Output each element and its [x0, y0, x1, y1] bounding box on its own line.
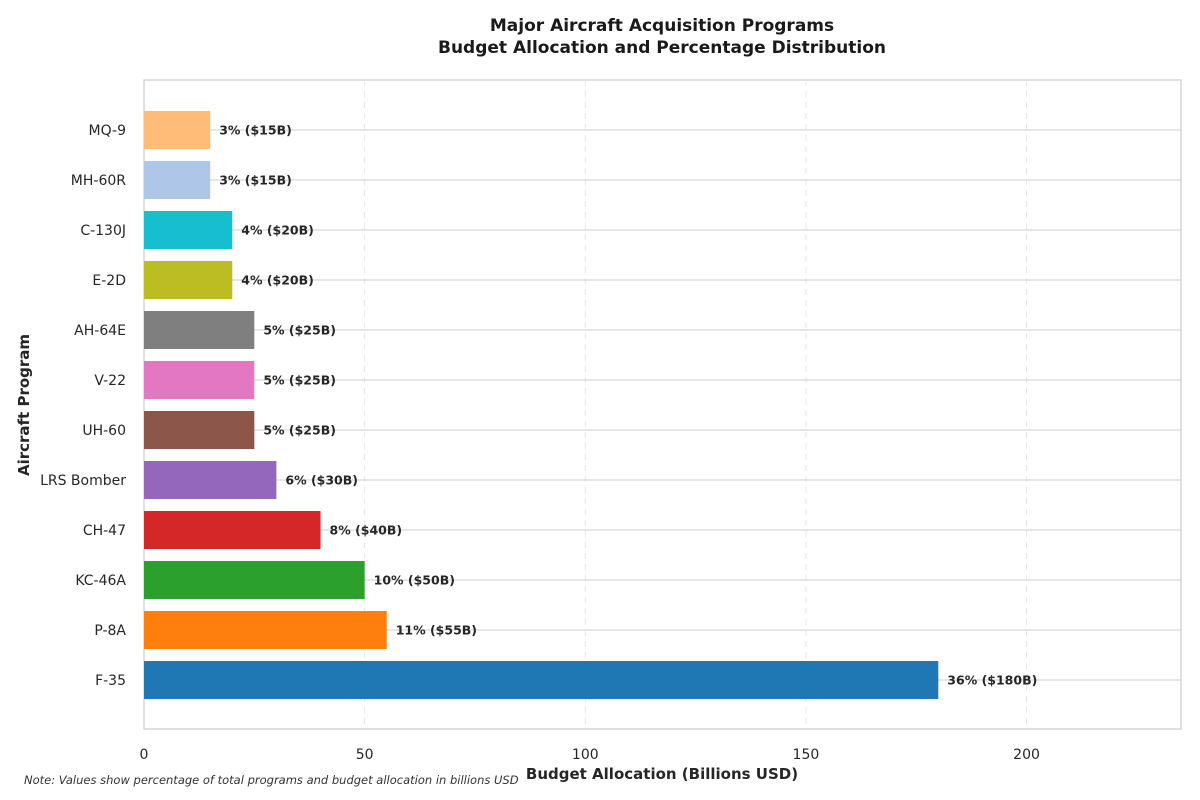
footnote: Note: Values show percentage of total pr… [24, 773, 519, 787]
bar [144, 211, 233, 249]
data-label: 6% ($30B) [285, 473, 358, 488]
chart-title-line-1: Major Aircraft Acquisition Programs [490, 16, 834, 36]
bar [144, 661, 939, 699]
y-tick-label: AH-64E [74, 323, 126, 339]
x-tick-label: 200 [1013, 747, 1040, 763]
y-tick-label: E-2D [92, 273, 126, 289]
y-tick-label: C-130J [80, 223, 126, 239]
y-tick-labels: MQ-9 MH-60R C-130J E-2D AH-64E V-22 UH-60 LRS B… [40, 123, 126, 689]
y-tick-label: V-22 [94, 373, 126, 389]
y-tick-label: F-35 [95, 673, 126, 689]
y-tick-label: UH-60 [82, 423, 126, 439]
y-tick-label: MQ-9 [89, 123, 126, 139]
bar [144, 461, 277, 499]
x-tick-label: 100 [572, 747, 599, 763]
bar [144, 411, 255, 449]
bar [144, 161, 211, 199]
bar [144, 611, 387, 649]
chart-title-line-2: Budget Allocation and Percentage Distrib… [438, 38, 886, 58]
y-tick-label: CH-47 [83, 523, 126, 539]
bar [144, 361, 255, 399]
bar [144, 111, 211, 149]
y-axis-label: Aircraft Program [15, 334, 33, 476]
data-label: 5% ($25B) [263, 373, 336, 388]
y-tick-label: P-8A [94, 623, 126, 639]
data-label: 10% ($50B) [374, 573, 455, 588]
data-label: 3% ($15B) [219, 173, 292, 188]
x-axis-label: Budget Allocation (Billions USD) [526, 765, 798, 783]
data-label: 8% ($40B) [330, 523, 403, 538]
data-label: 3% ($15B) [219, 123, 292, 138]
bar [144, 511, 321, 549]
y-tick-label: LRS Bomber [40, 473, 126, 489]
data-labels: 3% ($15B) 3% ($15B) 4% ($20B) 4% ($20B) 5% (… [219, 123, 1037, 688]
data-label: 4% ($20B) [241, 223, 314, 238]
x-tick-label: 150 [793, 747, 820, 763]
data-label: 11% ($55B) [396, 623, 477, 638]
bar [144, 311, 255, 349]
y-tick-label: MH-60R [71, 173, 126, 189]
bar [144, 561, 365, 599]
x-tick-labels: 0 50 100 150 200 [140, 747, 1040, 763]
data-label: 36% ($180B) [947, 673, 1037, 688]
bar [144, 261, 233, 299]
x-tick-label: 50 [356, 747, 374, 763]
data-label: 5% ($25B) [263, 323, 336, 338]
data-label: 4% ($20B) [241, 273, 314, 288]
bar-series [144, 111, 939, 699]
x-tick-label: 0 [140, 747, 149, 763]
y-tick-label: KC-46A [75, 573, 126, 589]
chart-title: Major Aircraft Acquisition Programs Budg… [438, 16, 886, 58]
data-label: 5% ($25B) [263, 423, 336, 438]
